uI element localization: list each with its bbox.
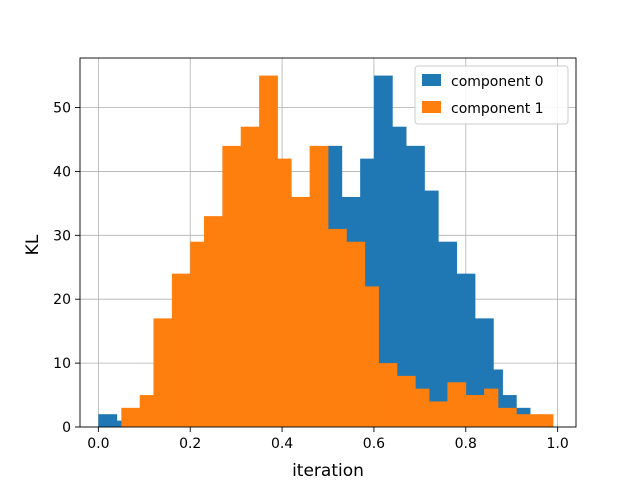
y-axis-label: KL <box>23 234 43 255</box>
histogram-bar-component-1 <box>291 196 311 427</box>
histogram-bar-component-1 <box>153 318 173 427</box>
x-tick-label: 0.2 <box>179 436 201 452</box>
histogram-bar-component-1 <box>497 407 517 427</box>
histogram-bar-component-1 <box>328 228 347 427</box>
histogram-bar-component-1 <box>447 382 467 427</box>
histogram-bar-component-0 <box>392 126 407 428</box>
histogram-bar-component-1 <box>378 363 398 427</box>
histogram-bar-component-1 <box>465 395 485 427</box>
histogram-bar-component-1 <box>516 414 536 427</box>
histogram-bar-component-0 <box>406 145 425 427</box>
legend-frame <box>414 65 569 125</box>
histogram-bar-component-0 <box>424 190 439 427</box>
y-tick-label: 50 <box>53 101 71 117</box>
y-tick-label: 40 <box>53 164 71 180</box>
plot-frame <box>79 57 577 428</box>
histogram-bar-component-1 <box>204 216 223 427</box>
histogram-bar-component-0 <box>438 241 457 427</box>
histogram-bar-component-1 <box>259 75 278 428</box>
y-tick-label: 10 <box>53 356 71 372</box>
x-tick-label: 0.4 <box>271 436 293 452</box>
ticks: 0.0 0.2 0.4 0.6 0.8 1.0 0 10 20 30 40 50 <box>53 101 569 452</box>
bars <box>98 75 554 428</box>
x-tick-label: 0.0 <box>87 436 109 452</box>
histogram-bar-component-1 <box>190 241 205 427</box>
histogram-bar-component-1 <box>415 388 430 427</box>
histogram-bar-component-1 <box>346 241 366 427</box>
histogram-bar-component-1 <box>309 145 329 427</box>
histogram-bar-component-0 <box>98 414 118 427</box>
histogram-bar-component-1 <box>484 388 499 427</box>
histogram-bar-component-1 <box>364 286 379 427</box>
x-tick-label: 0.6 <box>363 436 385 452</box>
legend-label-component-0: component 0 <box>451 74 544 90</box>
histogram-bar-component-1 <box>222 145 242 427</box>
y-tick-label: 20 <box>53 292 71 308</box>
histogram-bar-component-0 <box>116 420 122 427</box>
y-tick-label: 30 <box>53 228 71 244</box>
histogram-bar-component-1 <box>534 414 554 427</box>
y-tick-label: 0 <box>62 420 71 436</box>
histogram-bar-component-1 <box>429 401 448 427</box>
legend-swatch-component-0 <box>422 74 441 86</box>
x-axis-label: iteration <box>292 461 364 480</box>
histogram-bar-component-1 <box>139 395 154 427</box>
legend: component 0 component 1 <box>414 65 569 125</box>
histogram-bar-component-1 <box>396 375 416 427</box>
histogram-bar-component-1 <box>171 273 191 427</box>
histogram-bar-component-1 <box>277 158 292 428</box>
histogram-bar-component-1 <box>121 407 141 427</box>
legend-label-component-1: component 1 <box>451 101 544 117</box>
legend-swatch-component-1 <box>422 101 441 113</box>
histogram-bar-component-1 <box>240 126 260 428</box>
x-tick-label: 0.8 <box>455 436 477 452</box>
x-tick-label: 1.0 <box>546 436 568 452</box>
